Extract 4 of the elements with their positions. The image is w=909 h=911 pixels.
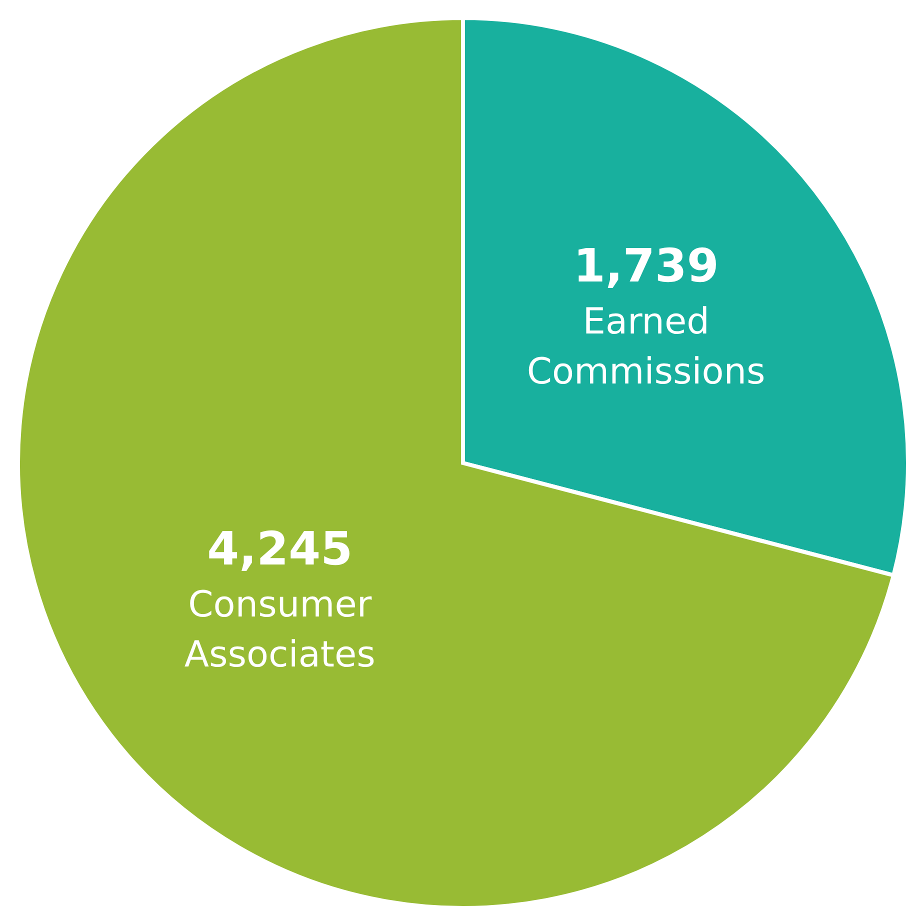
slice-label: Consumer Associates — [184, 584, 376, 676]
data-label: 1,739 — [573, 238, 719, 293]
slice-label: Earned Commissions — [526, 302, 766, 393]
data-label: 4,245 — [207, 521, 353, 576]
